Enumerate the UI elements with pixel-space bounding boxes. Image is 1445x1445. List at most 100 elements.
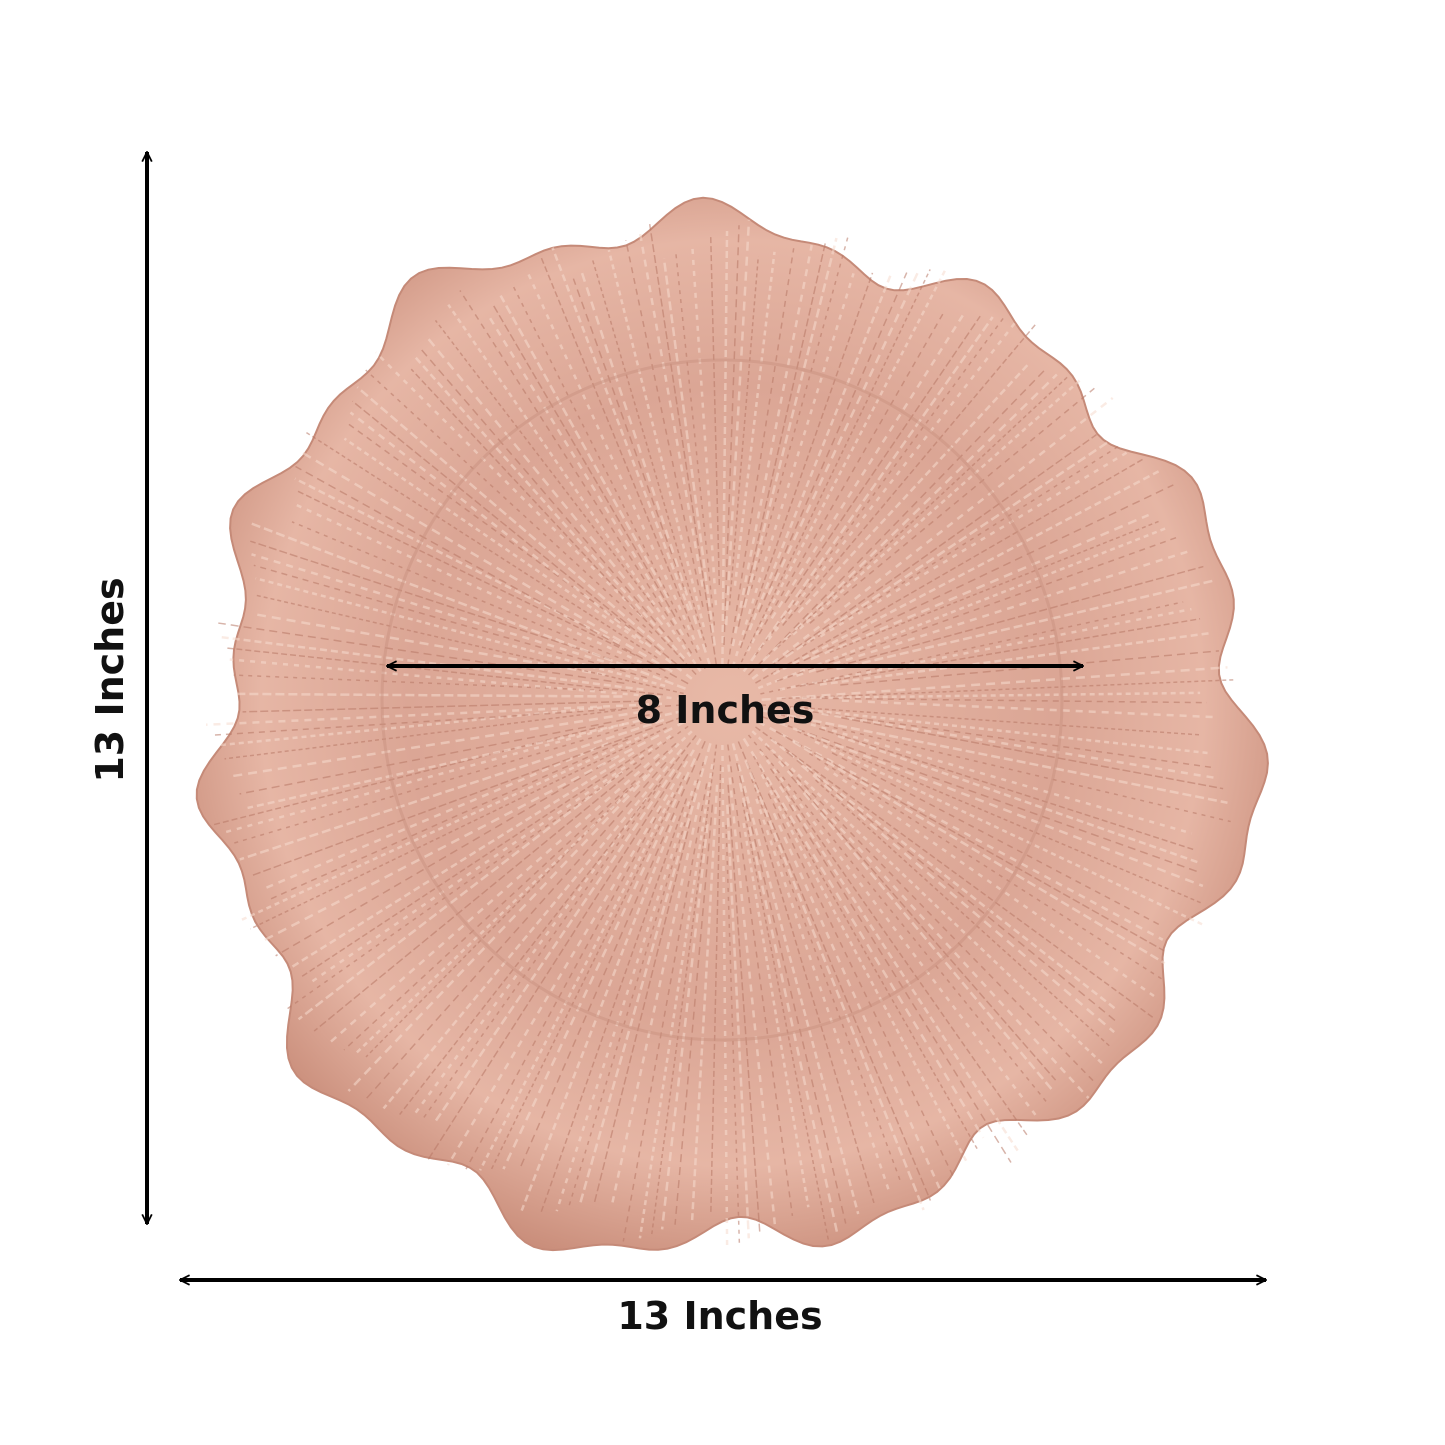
texture-ray: [237, 692, 623, 698]
texture-ray: [768, 434, 1097, 669]
texture-ray: [739, 272, 874, 649]
texture-ray: [399, 735, 697, 1116]
texture-ray: [748, 272, 893, 631]
texture-ray: [797, 364, 1029, 614]
texture-ray: [607, 249, 706, 628]
texture-ray: [728, 256, 760, 606]
texture-ray: [447, 303, 702, 672]
texture-ray: [747, 734, 1049, 1105]
texture-ray: [478, 791, 675, 1171]
texture-ray: [297, 770, 624, 1021]
texture-ray: [540, 798, 688, 1213]
texture-ray: [374, 351, 643, 617]
texture-ray: [796, 549, 1192, 677]
texture-ray: [755, 798, 891, 1192]
texture-ray: [709, 237, 721, 586]
texture-ray: [747, 370, 1045, 676]
texture-ray: [731, 244, 813, 647]
texture-ray: [757, 720, 1164, 941]
texture-ray: [690, 243, 718, 606]
texture-ray: [744, 759, 925, 1211]
texture-ray: [815, 779, 1111, 1048]
texture-ray: [752, 755, 978, 1150]
texture-ray: [502, 758, 697, 1170]
texture-ray: [778, 721, 1204, 888]
texture-ray: [821, 712, 1219, 780]
texture-ray: [551, 247, 691, 611]
texture-ray: [638, 231, 704, 587]
texture-ray: [781, 679, 1236, 700]
texture-ray: [801, 691, 1201, 700]
texture-ray: [724, 219, 751, 626]
texture-ray: [731, 273, 855, 667]
texture-ray: [674, 804, 714, 1225]
texture-ray: [490, 775, 686, 1170]
texture-ray: [260, 742, 609, 891]
texture-ray: [755, 458, 1144, 684]
texture-ray: [242, 700, 643, 713]
texture-ray: [725, 824, 741, 1245]
texture-ray: [233, 674, 603, 692]
texture-ray: [777, 376, 1069, 648]
texture-ray: [727, 784, 761, 1232]
texture-ray: [750, 234, 850, 589]
texture-ray: [775, 730, 1165, 952]
texture-ray: [769, 768, 1029, 1137]
texture-ray: [710, 764, 722, 1215]
texture-ray: [792, 379, 1081, 636]
texture-ray: [525, 269, 700, 651]
texture-ray: [662, 258, 716, 646]
texture-ray: [660, 823, 709, 1230]
texture-ray: [737, 269, 931, 669]
plate-well-ring: [380, 358, 1064, 1042]
texture-ray: [487, 314, 685, 636]
texture-ray: [275, 757, 615, 957]
texture-ray: [818, 727, 1195, 851]
texture-ray: [742, 316, 994, 673]
texture-ray: [765, 745, 1096, 1084]
inner-diameter-label: 8 Inches: [635, 688, 815, 732]
texture-ray: [721, 231, 729, 666]
texture-ray: [760, 773, 968, 1163]
texture-ray: [721, 744, 729, 1251]
texture-ray: [309, 734, 672, 984]
texture-ray: [786, 751, 1116, 1022]
texture-ray: [841, 717, 1224, 790]
texture-ray: [434, 768, 676, 1122]
texture-ray: [782, 324, 1036, 627]
texture-ray: [414, 356, 686, 660]
texture-ray: [579, 269, 712, 668]
texture-ray: [382, 748, 683, 1110]
texture-ray: [733, 251, 776, 586]
texture-ray: [555, 780, 697, 1212]
texture-ray: [298, 449, 673, 673]
texture-ray: [758, 309, 946, 635]
texture-ray: [247, 709, 683, 810]
texture-ray: [347, 773, 651, 1092]
texture-ray: [772, 470, 1160, 676]
texture-ray: [578, 742, 712, 1207]
texture-ray: [761, 709, 1228, 804]
texture-ray: [790, 776, 1057, 1081]
texture-ray: [792, 740, 1166, 965]
height-label: 13 Inches: [88, 577, 132, 783]
texture-ray: [224, 709, 623, 760]
texture-ray: [540, 257, 695, 631]
texture-ray: [365, 369, 653, 634]
texture-ray: [800, 764, 1115, 1034]
texture-ray: [772, 812, 942, 1190]
texture-ray: [249, 727, 667, 930]
texture-ray: [738, 782, 839, 1233]
texture-ray: [841, 699, 1214, 719]
texture-ray: [329, 753, 660, 1044]
texture-ray: [809, 386, 1096, 624]
texture-ray: [365, 784, 634, 1058]
texture-ray: [829, 520, 1159, 653]
texture-ray: [499, 295, 670, 599]
texture-ray: [348, 423, 631, 629]
texture-ray: [651, 744, 718, 1235]
texture-ray: [767, 318, 1019, 641]
texture-ray: [770, 738, 1117, 1011]
texture-ray: [567, 761, 705, 1209]
